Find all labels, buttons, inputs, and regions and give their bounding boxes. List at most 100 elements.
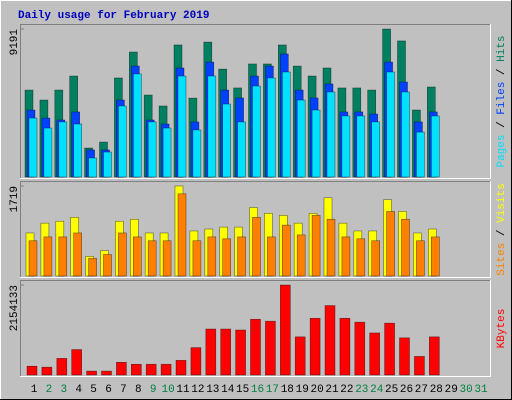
x-tick-label: 10: [161, 384, 174, 396]
x-tick-label: 8: [135, 384, 142, 396]
bar: [428, 336, 440, 376]
bar: [416, 240, 425, 277]
y-tick-label: 9191: [9, 29, 21, 56]
bar: [222, 103, 231, 178]
bar: [101, 370, 112, 376]
bar: [71, 349, 82, 376]
legend-entry: Sites: [496, 243, 508, 276]
x-tick-label: 22: [340, 384, 353, 396]
bar: [28, 240, 38, 277]
bar: [341, 236, 351, 277]
bar: [162, 240, 172, 277]
x-tick-label: 15: [236, 384, 249, 396]
x-tick-label: 19: [296, 384, 309, 396]
bar: [133, 73, 142, 178]
x-tick-label: 18: [281, 384, 294, 396]
x-tick-label: 9: [150, 384, 157, 396]
x-tick-label: 7: [120, 384, 127, 396]
bar: [354, 321, 366, 376]
x-tick-label: 26: [400, 384, 413, 396]
bar: [279, 284, 291, 376]
bar: [356, 115, 366, 178]
bar: [252, 217, 261, 277]
bar: [267, 236, 276, 277]
bar: [281, 224, 291, 277]
bar: [386, 71, 395, 178]
bar: [414, 356, 425, 376]
bar: [371, 240, 381, 277]
bar: [267, 77, 276, 178]
bar: [252, 85, 261, 178]
bar: [326, 218, 336, 277]
bar: [311, 215, 321, 277]
bar: [133, 236, 142, 277]
bar: [222, 238, 231, 277]
bar: [88, 157, 97, 178]
bar: [309, 317, 321, 376]
legend-entry: Files: [496, 82, 508, 115]
bar: [145, 363, 157, 376]
x-tick-label: 16: [251, 384, 264, 396]
bar: [160, 363, 172, 376]
x-tick-label: 11: [176, 384, 190, 396]
x-tick-label: 27: [415, 384, 428, 396]
bar: [311, 109, 321, 178]
bar: [235, 329, 246, 376]
x-tick-label: 13: [206, 384, 219, 396]
x-tick-label: 5: [90, 384, 97, 396]
x-tick-label: 3: [60, 384, 67, 396]
bar: [384, 322, 395, 376]
bar: [294, 336, 306, 376]
bar: [177, 75, 187, 178]
bar: [386, 211, 395, 277]
legend-separator: /: [496, 62, 508, 82]
bar: [207, 236, 217, 277]
x-tick-label: 21: [325, 384, 339, 396]
x-tick-label: 6: [105, 384, 112, 396]
y-tick-label: 1719: [9, 186, 21, 212]
legend-entry: KBytes: [496, 309, 508, 349]
y-tick-label: 2154133: [9, 285, 21, 331]
bar: [356, 238, 366, 277]
x-tick-label: 25: [385, 384, 398, 396]
bar: [147, 121, 157, 178]
legend-entry: Pages: [496, 135, 508, 168]
x-tick-label: 12: [191, 384, 204, 396]
bar: [26, 365, 38, 376]
bar: [371, 121, 381, 178]
bar: [192, 129, 202, 178]
bar: [281, 71, 291, 178]
bar: [369, 332, 381, 376]
bar: [326, 91, 336, 178]
bar: [86, 370, 97, 376]
bar: [103, 151, 112, 178]
bar: [205, 328, 217, 376]
legend-entry: Hits: [496, 35, 508, 61]
bar: [237, 121, 246, 178]
bar: [43, 236, 53, 277]
bar: [296, 234, 306, 277]
bar: [401, 218, 410, 277]
bar: [207, 75, 217, 178]
x-tick-label: 20: [310, 384, 323, 396]
x-tick-label: 23: [355, 384, 368, 396]
bar: [177, 193, 187, 277]
bar: [41, 366, 53, 376]
legend: Pages / Files / Hits: [496, 35, 508, 167]
bar: [118, 232, 127, 277]
x-tick-label: 14: [221, 384, 235, 396]
chart-title: Daily usage for February 2019: [18, 10, 209, 22]
bar: [324, 305, 336, 376]
x-tick-label: 1: [31, 384, 38, 396]
bar: [73, 232, 82, 277]
bar: [399, 337, 410, 376]
bar: [190, 347, 202, 376]
bar: [265, 320, 276, 376]
legend: Sites / Visits: [496, 183, 508, 275]
bar: [296, 99, 306, 178]
bar: [416, 131, 425, 178]
bar: [88, 258, 97, 277]
bar: [175, 360, 187, 376]
